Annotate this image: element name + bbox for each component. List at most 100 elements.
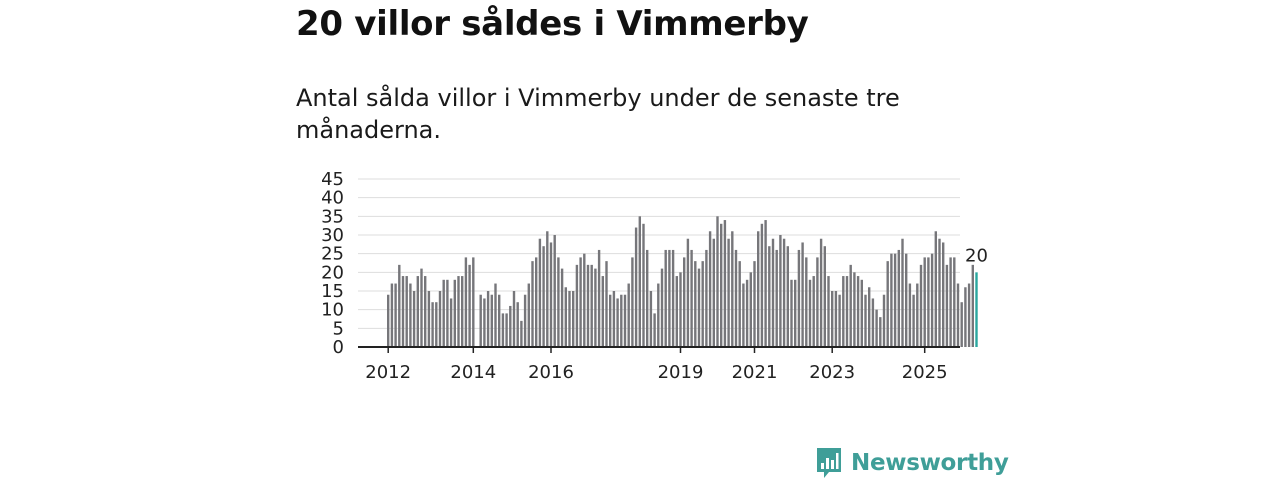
bar bbox=[960, 302, 963, 347]
brand-logo: Newsworthy bbox=[815, 446, 1009, 480]
x-tick-label: 2023 bbox=[809, 362, 855, 383]
bar bbox=[723, 220, 727, 347]
bar bbox=[671, 249, 675, 347]
bar bbox=[653, 313, 656, 347]
x-tick-label: 2012 bbox=[365, 362, 411, 383]
bar bbox=[727, 238, 730, 347]
bar bbox=[446, 279, 449, 347]
bar bbox=[853, 272, 856, 347]
bar bbox=[742, 283, 745, 347]
bar bbox=[834, 291, 838, 347]
bar bbox=[708, 231, 712, 347]
bar bbox=[919, 264, 923, 347]
bar bbox=[594, 268, 597, 347]
bar bbox=[575, 264, 579, 347]
y-tick-label: 0 bbox=[333, 337, 344, 358]
bar bbox=[749, 272, 752, 347]
bar bbox=[864, 294, 867, 347]
bar bbox=[535, 257, 538, 347]
bar bbox=[509, 305, 512, 347]
chart-card: 20 villor såldes i Vimmerby Antal sålda … bbox=[296, 0, 1009, 480]
bar bbox=[583, 253, 586, 347]
bar bbox=[908, 283, 912, 347]
bar bbox=[701, 261, 704, 347]
x-tick-label: 2021 bbox=[732, 362, 778, 383]
bar bbox=[549, 242, 553, 347]
bar bbox=[797, 249, 801, 347]
bar bbox=[779, 235, 782, 347]
bar bbox=[882, 294, 886, 347]
chart-title: 20 villor såldes i Vimmerby bbox=[296, 4, 809, 44]
x-tick-label: 2025 bbox=[902, 362, 948, 383]
bar bbox=[642, 223, 645, 347]
bar bbox=[916, 283, 919, 347]
bar bbox=[646, 249, 649, 347]
bar bbox=[790, 279, 793, 347]
bar bbox=[560, 268, 564, 347]
bar bbox=[586, 264, 590, 347]
bar bbox=[686, 238, 690, 347]
bar bbox=[387, 294, 390, 347]
bar bbox=[472, 257, 475, 347]
bar bbox=[483, 298, 486, 347]
bar bbox=[449, 298, 453, 347]
bar bbox=[753, 261, 756, 347]
bar-chart-logo-icon bbox=[817, 448, 841, 478]
bar bbox=[720, 223, 723, 347]
bar bbox=[942, 242, 945, 347]
bar bbox=[831, 291, 834, 347]
bar bbox=[416, 276, 419, 347]
bar bbox=[409, 283, 412, 347]
bar bbox=[849, 264, 852, 347]
bar bbox=[860, 279, 863, 347]
chart-subtitle: Antal sålda villor i Vimmerby under de s… bbox=[296, 84, 900, 144]
bar bbox=[461, 276, 464, 347]
bar bbox=[568, 291, 571, 347]
bar bbox=[731, 231, 734, 347]
bar bbox=[856, 276, 860, 347]
bar bbox=[953, 257, 956, 347]
bar bbox=[424, 276, 427, 347]
bar bbox=[697, 268, 701, 347]
highlight-bar bbox=[975, 272, 978, 347]
bar bbox=[768, 246, 771, 347]
y-tick-label: 30 bbox=[321, 225, 344, 246]
bar bbox=[801, 242, 804, 347]
bar bbox=[516, 302, 519, 347]
y-tick-label: 25 bbox=[321, 244, 344, 265]
bar bbox=[782, 238, 786, 347]
bar bbox=[794, 279, 797, 347]
bar bbox=[764, 220, 767, 347]
bar bbox=[431, 302, 434, 347]
bar bbox=[527, 283, 530, 347]
x-tick-label: 2019 bbox=[658, 362, 704, 383]
bar bbox=[967, 283, 971, 347]
bar bbox=[890, 253, 893, 347]
y-tick-label: 45 bbox=[321, 169, 344, 190]
bar bbox=[683, 257, 686, 347]
bar bbox=[930, 253, 934, 347]
bar bbox=[505, 313, 508, 347]
bar bbox=[812, 276, 815, 347]
bar bbox=[845, 276, 849, 347]
bar bbox=[660, 268, 664, 347]
bar bbox=[875, 309, 878, 347]
bar bbox=[557, 257, 560, 347]
bar bbox=[945, 264, 949, 347]
bar bbox=[512, 291, 516, 347]
bar bbox=[838, 294, 841, 347]
bar bbox=[605, 261, 608, 347]
bar bbox=[964, 287, 967, 347]
bar bbox=[649, 291, 653, 347]
bar bbox=[938, 238, 941, 347]
bar bbox=[775, 249, 778, 347]
bar bbox=[435, 302, 438, 347]
bar bbox=[927, 257, 930, 347]
bar bbox=[601, 276, 604, 347]
bar bbox=[438, 291, 442, 347]
bar bbox=[893, 253, 897, 347]
bar bbox=[498, 294, 501, 347]
bar bbox=[638, 216, 641, 347]
bar bbox=[597, 249, 601, 347]
bar bbox=[546, 231, 549, 347]
